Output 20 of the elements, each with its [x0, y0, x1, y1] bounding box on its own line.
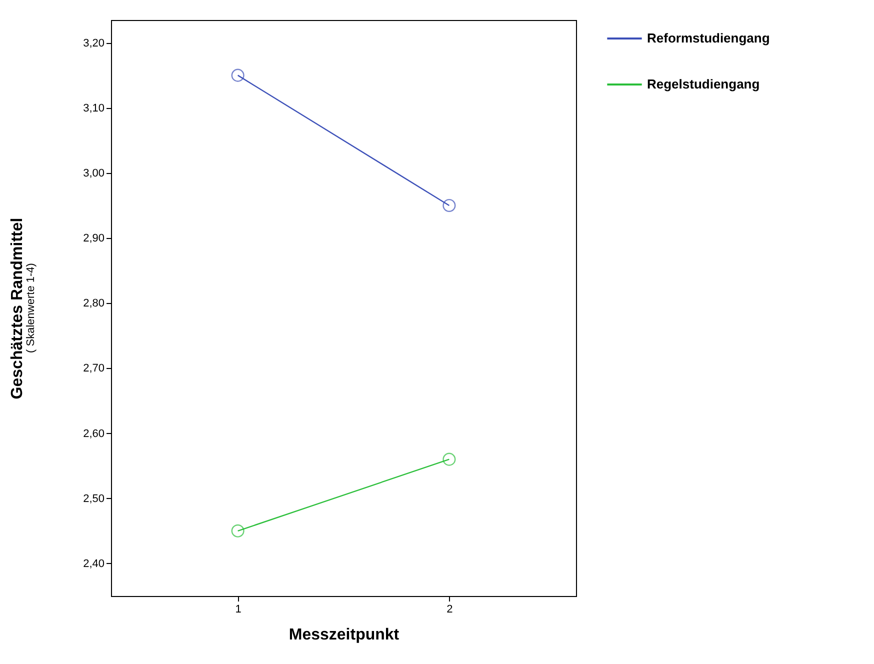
y-tick-label: 2,60 [83, 428, 104, 440]
y-tick-label: 2,90 [83, 232, 104, 245]
point [442, 198, 456, 212]
point [231, 524, 244, 538]
x-tick-label: 1 [235, 604, 242, 616]
x-axis-title: Messzeitpunkt [288, 626, 400, 644]
y-tick-label: 2,40 [83, 558, 104, 570]
y-tick-label: 3,00 [83, 167, 104, 180]
legend-label: Reformstudiengang [647, 30, 770, 46]
y-tick-label: 3,10 [83, 102, 104, 114]
y-tick-label: 2,70 [83, 362, 104, 375]
y-tick-label: 3,20 [83, 37, 104, 50]
y-tick-label: 2,80 [83, 298, 104, 310]
point [231, 68, 244, 82]
legend-label: Regelstudiengang [647, 76, 760, 92]
y-tick-label: 2,50 [83, 492, 104, 505]
y-axis-title: Geschätztes Randmittel [9, 218, 26, 400]
x-tick-label: 2 [446, 604, 453, 616]
point [442, 452, 456, 466]
text: ( Skalenwerte 1-4) [25, 263, 37, 353]
